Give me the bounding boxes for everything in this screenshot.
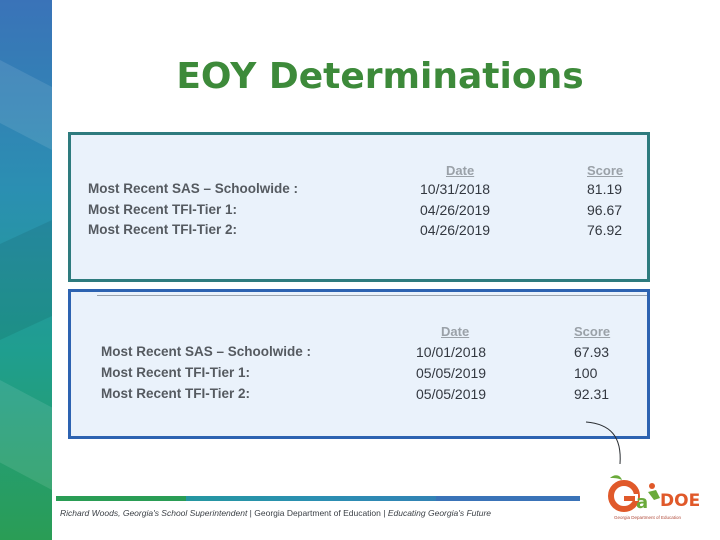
row-score: 76.92 (587, 222, 623, 238)
footer-department: Georgia Department of Education (254, 508, 381, 518)
row-date: 05/05/2019 (416, 365, 487, 381)
gadoe-logo: a DOE (608, 475, 700, 513)
score-panel-2: Date Score Most Recent SAS – Schoolwide … (68, 289, 650, 439)
row-label: Most Recent SAS – Schoolwide : (101, 344, 312, 359)
score-header: Score (574, 324, 611, 339)
row-score: 92.31 (574, 386, 610, 402)
footer-tagline: Educating Georgia's Future (387, 508, 492, 518)
slide-title: EOY Determinations (176, 56, 584, 97)
row-score: 81.19 (587, 181, 623, 197)
row-date: 10/01/2018 (416, 344, 487, 360)
decorative-side-band (0, 0, 52, 540)
divider (97, 295, 647, 296)
row-score: 67.93 (574, 344, 610, 360)
row-date: 05/05/2019 (416, 386, 487, 402)
row-label: Most Recent TFI-Tier 2: (101, 386, 251, 401)
row-label: Most Recent TFI-Tier 1: (101, 365, 251, 380)
footer-text: Richard Woods, Georgia's School Superint… (60, 508, 492, 518)
logo-doe-text: DOE (660, 491, 700, 511)
row-score: 100 (574, 365, 598, 381)
logo-caption: Georgia Department of Education (614, 515, 682, 520)
score-panel-1: Date Score Most Recent SAS – Schoolwide … (68, 132, 650, 282)
row-label: Most Recent TFI-Tier 1: (88, 202, 238, 217)
row-score: 96.67 (587, 202, 623, 218)
row-date: 04/26/2019 (420, 222, 491, 238)
date-header: Date (446, 163, 475, 178)
footer-rule (56, 496, 580, 501)
score-header: Score (587, 163, 624, 178)
connector-line (585, 421, 621, 465)
logo-letter-a: a (636, 492, 648, 513)
row-label: Most Recent TFI-Tier 2: (88, 222, 238, 237)
row-date: 04/26/2019 (420, 202, 491, 218)
date-header: Date (441, 324, 470, 339)
row-label: Most Recent SAS – Schoolwide : (88, 181, 299, 196)
footer-superintendent: Richard Woods, Georgia's School Superint… (60, 508, 248, 518)
row-date: 10/31/2018 (420, 181, 491, 197)
